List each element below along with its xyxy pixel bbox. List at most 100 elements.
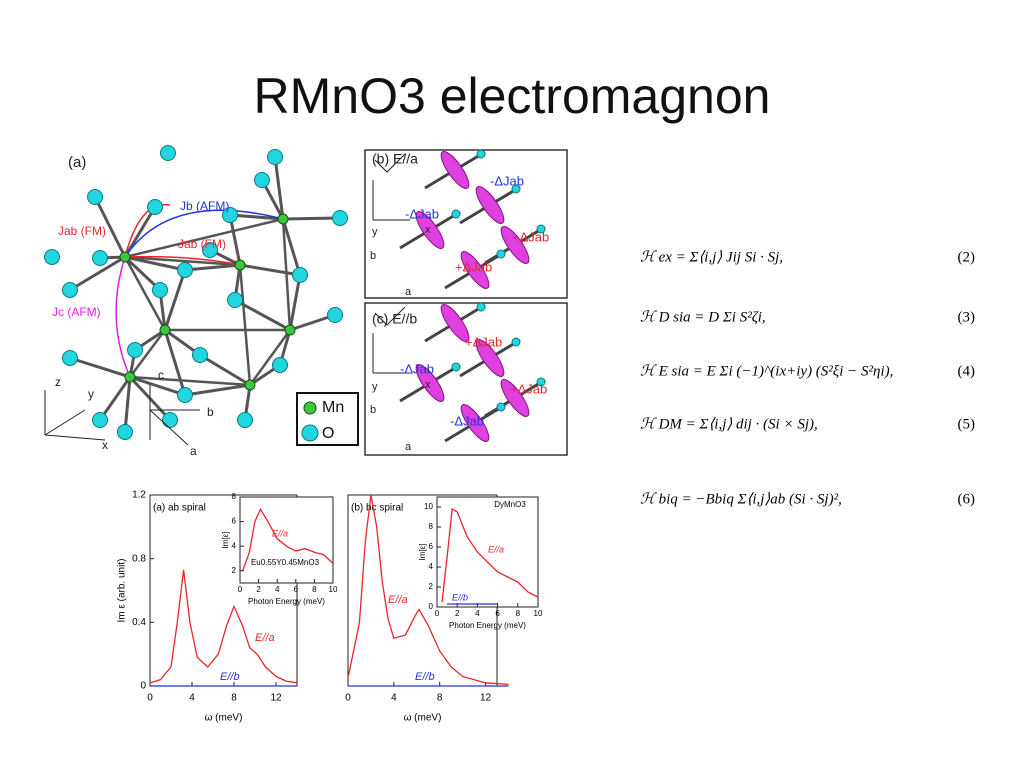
equation: ℋ biq = −Bbiq Σ⟨i,j⟩ab (Si · Sj)², xyxy=(640,491,842,507)
exchange-jab xyxy=(124,255,241,266)
oxygen-atom xyxy=(177,387,193,403)
x-tick-label: 0 xyxy=(435,609,440,618)
bond xyxy=(69,356,131,379)
orbital xyxy=(440,304,470,342)
oxygen-atom xyxy=(62,350,78,366)
oxygen-atom xyxy=(536,377,546,387)
panel-b-label: b xyxy=(370,250,376,262)
mn-atom xyxy=(159,324,171,336)
panel-b-label: -ΔJab xyxy=(405,206,439,221)
panel-b-label: y xyxy=(372,226,378,238)
equation-number: (6) xyxy=(958,491,976,507)
x-tick-label: 4 xyxy=(391,693,397,704)
orbital xyxy=(500,226,530,264)
oxygen-atom xyxy=(87,189,103,205)
oxygen-atom xyxy=(476,149,486,159)
bond xyxy=(124,217,284,259)
bond xyxy=(273,156,285,220)
oxygen-atom xyxy=(476,302,486,312)
oxygen-atom xyxy=(451,362,461,372)
oxygen-atom xyxy=(496,402,506,412)
plot-title: (b) bc spiral xyxy=(351,503,403,514)
mn-legend-marker xyxy=(303,401,317,415)
bond xyxy=(228,214,242,266)
bond xyxy=(288,274,302,331)
panel-a-label: (a) xyxy=(68,154,86,171)
mn-atom xyxy=(234,259,246,271)
panel-b-label: (b) E//a xyxy=(372,151,418,167)
bond xyxy=(124,255,241,267)
panel-a-label: c xyxy=(158,368,164,382)
equation: ℋ DM = Σ⟨i,j⟩ dij · (Si × Sj), xyxy=(640,416,818,432)
orbital xyxy=(460,251,490,289)
panel-a-label: Jc (AFM) xyxy=(52,305,101,319)
y-tick-label: 8 xyxy=(429,522,434,531)
panel-b-label: x xyxy=(425,224,431,236)
x-tick-label: 2 xyxy=(455,609,460,618)
plot-annotation: Eu0.55Y0.45MnO3 xyxy=(251,558,320,567)
bond xyxy=(69,255,126,292)
x-tick-label: 12 xyxy=(480,693,492,704)
series-label: E//a xyxy=(255,632,275,644)
panel-a-label: Jab (FM) xyxy=(178,237,226,251)
oxygen-atom xyxy=(511,184,521,194)
panel-c-label: b xyxy=(370,404,376,416)
oxygen-atom xyxy=(147,199,163,215)
x-tick-label: 8 xyxy=(516,609,521,618)
bond xyxy=(123,256,167,331)
oxygen-atom xyxy=(202,242,218,258)
plot-frame xyxy=(436,496,539,608)
bond xyxy=(199,353,251,387)
panel-a-label: y xyxy=(88,387,94,401)
oxygen-atom xyxy=(511,337,521,347)
y-tick-label: 2 xyxy=(232,566,237,575)
bond xyxy=(124,255,186,272)
panel-c-label: +ΔJab xyxy=(465,334,502,349)
x-tick-label: 6 xyxy=(294,585,299,594)
series-label: E//b xyxy=(220,671,240,683)
panel-b-label: a xyxy=(405,286,412,298)
slide-title: RMnO3 electromagnon xyxy=(254,68,771,124)
x-axis-label: Photon Energy (meV) xyxy=(449,621,526,630)
y-tick-label: 6 xyxy=(429,542,434,551)
panel-a-label: Jb (AFM) xyxy=(180,199,229,213)
oxygen-atom xyxy=(192,347,208,363)
panel-c-label: +ΔJab xyxy=(510,381,547,396)
panel-b-label: +ΔJab xyxy=(512,229,549,244)
oxygen-atom xyxy=(332,210,348,226)
series-label: E//b xyxy=(452,592,468,602)
panel-a-label: x xyxy=(102,438,108,452)
bond xyxy=(282,216,341,221)
panel-c-label: x xyxy=(425,379,431,391)
x-tick-label: 4 xyxy=(275,585,280,594)
bond xyxy=(163,329,187,396)
series-label: E//b xyxy=(415,671,435,683)
bond xyxy=(98,376,132,421)
bond xyxy=(184,383,251,397)
bond xyxy=(248,329,292,386)
y-tick-label: 4 xyxy=(429,562,434,571)
oxygen-atom xyxy=(222,207,238,223)
oxygen-atom xyxy=(496,249,506,259)
y-axis-label: Im[ε] xyxy=(221,532,230,549)
y-tick-label: 6 xyxy=(232,517,237,526)
bond xyxy=(129,375,251,387)
x-tick-label: 6 xyxy=(495,609,500,618)
equation-number: (3) xyxy=(958,309,976,325)
panel-a-label: Jab (FM) xyxy=(58,224,106,238)
data-line xyxy=(441,507,539,603)
mn-atom xyxy=(124,371,136,383)
oxygen-atom xyxy=(237,412,253,428)
legend-box xyxy=(296,392,359,446)
data-line xyxy=(347,494,509,686)
series-label: E//a xyxy=(488,544,504,554)
bond xyxy=(281,218,292,331)
bond xyxy=(163,269,187,331)
plot-annotation: DyMnO3 xyxy=(494,500,526,509)
bond xyxy=(93,196,127,258)
mn-atom xyxy=(244,379,256,391)
panel-c-label: (c) E//b xyxy=(372,311,417,327)
exchange-jb xyxy=(124,209,284,258)
oxygen-atom xyxy=(127,342,143,358)
x-tick-label: 2 xyxy=(256,585,261,594)
